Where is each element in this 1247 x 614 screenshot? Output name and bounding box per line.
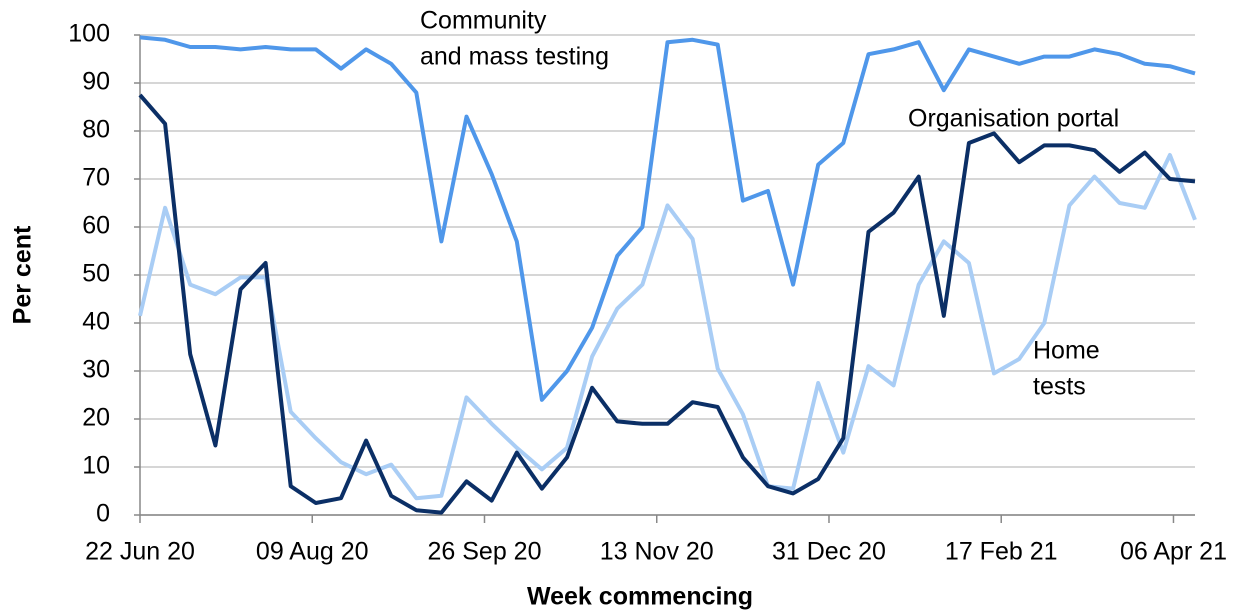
y-axis-title: Per cent	[9, 225, 37, 324]
series-line	[138, 153, 1197, 501]
annotation: Home	[1033, 337, 1100, 365]
x-tick-label: 06 Apr 21	[1120, 538, 1227, 566]
series-line	[139, 35, 1196, 402]
annotation: Organisation portal	[908, 105, 1119, 133]
x-tick-label: 17 Feb 21	[945, 538, 1058, 566]
x-tick-label: 22 Jun 20	[85, 538, 195, 566]
y-tick-label: 90	[82, 68, 110, 96]
y-tick-label: 50	[82, 260, 110, 288]
y-tick-label: 70	[82, 164, 110, 192]
y-tick-label: 30	[82, 356, 110, 384]
annotation: Community	[420, 7, 547, 35]
x-tick-label: 13 Nov 20	[600, 538, 714, 566]
annotation: tests	[1033, 373, 1086, 401]
x-tick-label: 09 Aug 20	[256, 538, 369, 566]
y-tick-label: 40	[82, 308, 110, 336]
y-tick-label: 80	[82, 116, 110, 144]
y-tick-label: 60	[82, 212, 110, 240]
series-line	[138, 93, 1196, 515]
y-tick-label: 20	[82, 404, 110, 432]
x-tick-label: 26 Sep 20	[427, 538, 541, 566]
x-axis-title: Week commencing	[527, 583, 753, 611]
y-tick-label: 100	[68, 20, 110, 48]
y-tick-label: 0	[96, 500, 110, 528]
x-tick-label: 31 Dec 20	[772, 538, 886, 566]
annotation: and mass testing	[420, 43, 609, 71]
y-tick-label: 10	[82, 452, 110, 480]
